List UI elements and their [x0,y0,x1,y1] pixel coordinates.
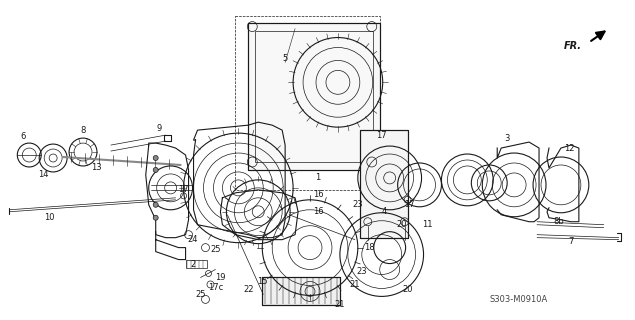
Text: 22: 22 [243,285,253,294]
Text: 7: 7 [568,237,573,246]
Text: 9: 9 [156,124,161,132]
Text: 2: 2 [190,260,195,269]
Bar [360,130,408,238]
Text: 12: 12 [564,144,574,153]
Text: 16: 16 [312,190,323,199]
Text: 21: 21 [350,280,360,289]
Circle shape [153,215,158,220]
Text: 19: 19 [215,273,225,282]
Text: 23: 23 [356,267,367,276]
Circle shape [153,202,158,207]
Text: 4: 4 [382,207,387,216]
Text: S303-M0910A: S303-M0910A [489,295,547,304]
Text: 20: 20 [403,285,413,294]
Text: 6: 6 [20,132,26,140]
Bar [262,277,340,305]
Text: 3: 3 [504,133,510,143]
Bar [185,260,208,268]
Text: 24: 24 [187,235,197,244]
Bar [360,130,408,238]
Bar [236,16,380,190]
Text: 8b: 8b [554,217,565,226]
Text: FR.: FR. [564,42,582,52]
Text: 5: 5 [283,54,288,63]
Bar [255,31,373,162]
Text: 17: 17 [404,200,415,209]
Text: 8: 8 [81,126,86,135]
Circle shape [153,156,158,161]
Text: 17: 17 [178,185,189,194]
Bar [248,23,380,170]
Bar [262,277,340,305]
Text: 16: 16 [312,207,323,216]
Text: 20: 20 [396,220,407,229]
Text: 17: 17 [377,131,387,140]
Text: 21: 21 [335,300,345,309]
Text: 15: 15 [257,277,267,286]
Text: 11: 11 [422,220,433,229]
Text: 14: 14 [38,171,48,180]
Text: 25: 25 [210,245,221,254]
Bar [248,23,380,170]
Text: 10: 10 [44,213,55,222]
Text: 18: 18 [364,243,375,252]
Circle shape [153,167,158,172]
Text: 13: 13 [91,164,101,172]
Text: 25: 25 [195,290,206,299]
Text: 23: 23 [352,200,363,209]
Text: 17c: 17c [208,283,223,292]
Text: 1: 1 [316,173,321,182]
